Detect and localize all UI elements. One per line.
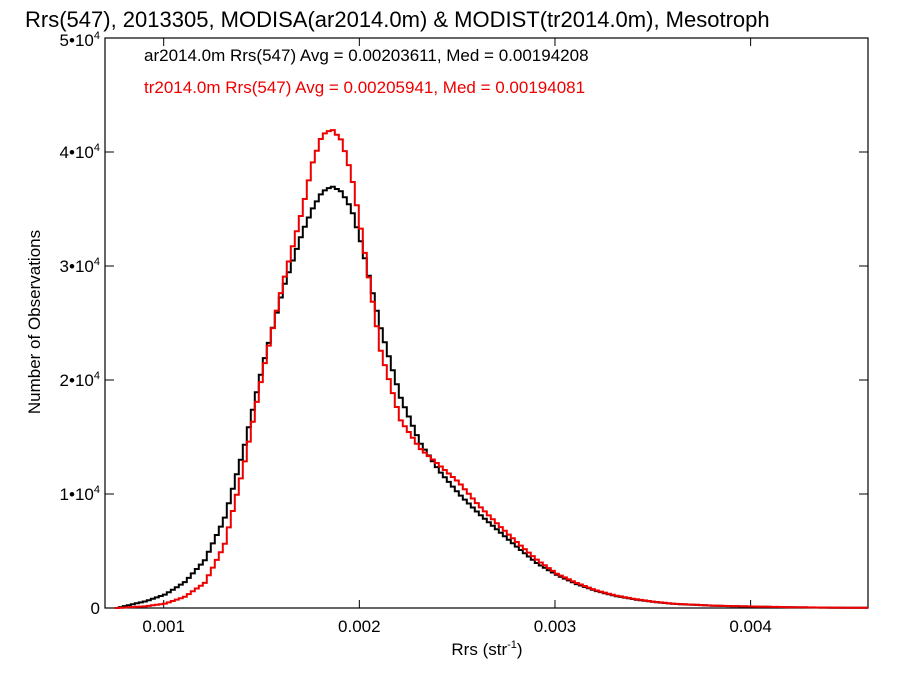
y-tick-label: 0 [91,599,100,618]
y-tick-label: 2•104 [60,370,100,390]
axis-ticks: 0.001 0.002 0.003 0.004 0 1•104 2•104 3•104 4•10… [60,30,868,636]
x-tick-label: 0.002 [338,617,381,636]
series-line-1 [114,185,868,609]
chart-title: Rrs(547), 2013305, MODISA(ar2014.0m) & M… [25,7,770,32]
x-tick-label: 0.001 [142,617,185,636]
y-tick-label: 5•104 [60,30,100,50]
y-axis-label: Number of Observations [25,230,44,414]
x-tick-label: 0.004 [729,617,772,636]
y-tick-label: 3•104 [60,256,100,276]
legend-series-2: tr2014.0m Rrs(547) Avg = 0.00205941, Med… [144,78,585,97]
y-tick-label: 1•104 [60,484,100,504]
y-tick-label: 4•104 [60,142,100,162]
series-line-2 [114,129,868,609]
x-tick-label: 0.003 [534,617,577,636]
series-group [114,129,868,609]
x-axis-label: Rrs (str-1) [451,639,522,659]
plot-frame [104,37,869,609]
legend-series-1: ar2014.0m Rrs(547) Avg = 0.00203611, Med… [144,46,589,65]
